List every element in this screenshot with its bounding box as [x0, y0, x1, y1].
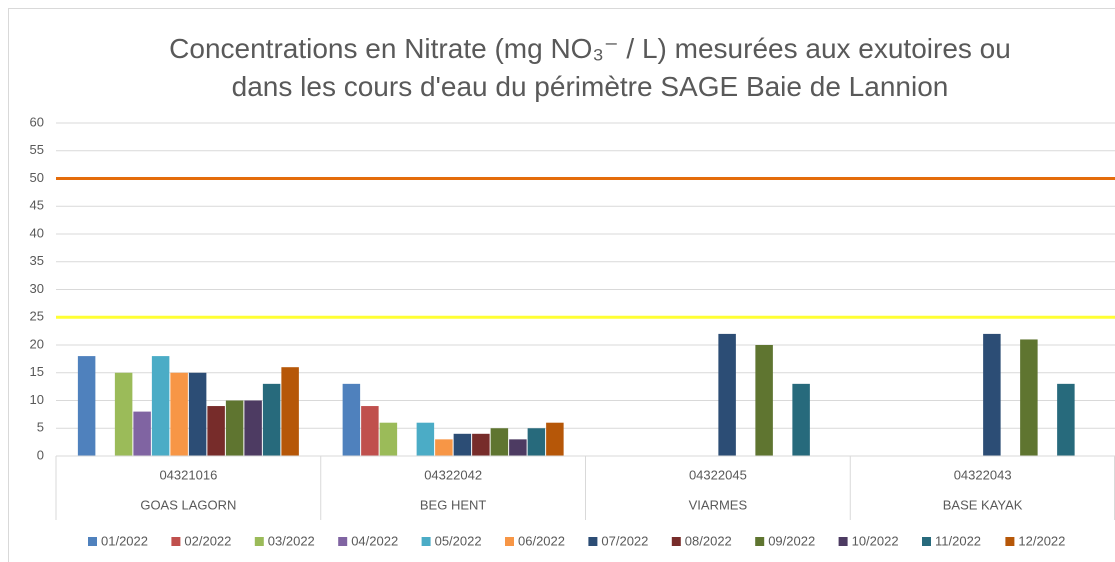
bar — [1020, 339, 1038, 456]
bar — [546, 422, 564, 456]
y-tick-label: 15 — [30, 364, 44, 379]
bar — [509, 439, 527, 456]
legend-swatch — [254, 537, 264, 546]
y-tick-label: 0 — [37, 447, 44, 462]
bar — [527, 428, 546, 456]
y-tick-label: 35 — [30, 253, 44, 268]
legend-swatch — [671, 537, 681, 546]
legend-label: 10/2022 — [852, 533, 899, 548]
legend-label: 11/2022 — [935, 533, 981, 548]
bar — [170, 372, 188, 456]
y-tick-label: 30 — [30, 281, 44, 296]
legend-label: 08/2022 — [685, 533, 732, 548]
legend-label: 01/2022 — [101, 533, 148, 548]
bar — [983, 333, 1001, 456]
legend-swatch — [1005, 537, 1015, 546]
legend-swatch — [338, 537, 348, 546]
y-tick-label: 60 — [30, 114, 44, 129]
bar — [133, 411, 151, 456]
y-tick-label: 5 — [37, 420, 44, 435]
bar — [77, 356, 96, 456]
legend-label: 12/2022 — [1018, 533, 1065, 548]
bar — [416, 422, 435, 456]
legend-label: 03/2022 — [268, 533, 315, 548]
bar — [151, 356, 170, 456]
bar — [207, 406, 225, 456]
bar — [718, 333, 736, 456]
bar — [361, 406, 379, 456]
bar — [244, 400, 262, 456]
legend-label: 05/2022 — [435, 533, 482, 548]
bar — [755, 345, 773, 456]
legend-swatch — [588, 537, 598, 546]
legend-swatch — [505, 537, 514, 546]
bar — [472, 433, 490, 456]
y-tick-label: 50 — [30, 170, 44, 185]
y-tick-label: 45 — [30, 198, 44, 213]
chart-border — [8, 8, 1115, 562]
x-tick-label: 04322045 — [689, 467, 747, 482]
bar — [114, 372, 133, 456]
legend-label: 06/2022 — [518, 533, 565, 548]
x-group-label: GOAS LAGORN — [140, 497, 236, 512]
bar — [453, 433, 472, 456]
bar — [379, 422, 398, 456]
bar — [792, 383, 810, 456]
y-tick-label: 10 — [30, 392, 44, 407]
bar — [435, 439, 453, 456]
legend-label: 04/2022 — [351, 533, 398, 548]
legend-swatch — [171, 537, 181, 546]
x-tick-label: 04322042 — [424, 467, 482, 482]
bar — [1057, 383, 1075, 456]
legend-swatch — [88, 537, 97, 546]
y-tick-label: 40 — [30, 225, 44, 240]
bar — [342, 383, 361, 456]
legend-swatch — [421, 537, 431, 546]
bar — [225, 400, 244, 456]
x-group-label: BEG HENT — [420, 497, 487, 512]
y-tick-label: 20 — [30, 336, 44, 351]
legend-swatch — [838, 537, 848, 546]
bar — [281, 367, 299, 456]
legend-label: 09/2022 — [768, 533, 815, 548]
x-group-label: VIARMES — [689, 497, 748, 512]
y-tick-label: 55 — [30, 142, 44, 157]
legend-label: 07/2022 — [601, 533, 648, 548]
x-tick-label: 04321016 — [159, 467, 217, 482]
y-tick-label: 25 — [30, 309, 44, 324]
legend-swatch — [755, 537, 765, 546]
legend-swatch — [922, 537, 931, 546]
bar — [188, 372, 207, 456]
x-group-label: BASE KAYAK — [943, 497, 1023, 512]
legend-label: 02/2022 — [184, 533, 231, 548]
chart-title: Concentrations en Nitrate (mg NO₃⁻ / L) … — [169, 33, 1011, 102]
x-tick-label: 04322043 — [954, 467, 1012, 482]
bar — [490, 428, 509, 456]
bar — [262, 383, 281, 456]
